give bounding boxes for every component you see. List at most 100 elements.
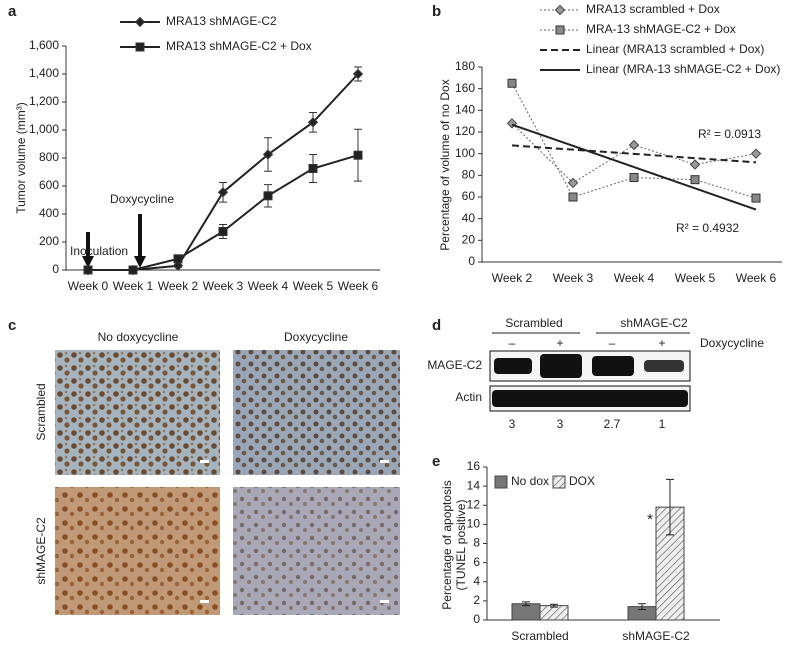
lane-label: + <box>556 336 563 350</box>
y-tick-label: 0 <box>468 254 475 268</box>
y-tick-label: 140 <box>455 103 475 117</box>
legend-label: MRA13 scrambled + Dox <box>586 2 720 16</box>
marker <box>128 265 138 275</box>
marker <box>507 78 517 88</box>
arrows <box>82 214 146 268</box>
panel-letter: a <box>8 3 17 20</box>
marker <box>352 68 364 80</box>
blot <box>489 350 691 412</box>
ratio-label: 3 <box>509 417 516 431</box>
y-tick-label: 0 <box>473 612 480 626</box>
panel-letter: c <box>8 317 16 334</box>
x-tick-label: Week 5 <box>293 279 334 293</box>
x-tick-label: Week 5 <box>675 271 716 285</box>
marker <box>568 192 578 202</box>
marker <box>629 173 639 182</box>
y-tick-label: 2 <box>473 593 480 607</box>
x-tick-label: Week 1 <box>113 279 154 293</box>
y-tick-label: 20 <box>462 233 476 247</box>
y-tick-label: 6 <box>473 555 480 569</box>
panel-letter: e <box>432 453 440 470</box>
y-tick-label: 1,000 <box>29 122 59 136</box>
marker <box>555 25 565 35</box>
micrograph <box>233 487 400 615</box>
y-tick-label: 1,400 <box>29 66 59 80</box>
y-tick-label: 4 <box>473 574 480 588</box>
micrograph <box>233 350 400 475</box>
marker <box>173 254 183 264</box>
x-tick-label: Week 3 <box>203 279 244 293</box>
x-tick-label: Week 3 <box>553 271 594 285</box>
series-line <box>511 144 757 164</box>
x-tick-label: Week 6 <box>338 279 379 293</box>
x-tick-label: Week 6 <box>736 271 777 285</box>
x-tick-label: Week 2 <box>492 271 533 285</box>
x-tick-label: Week 0 <box>68 279 109 293</box>
marker <box>263 191 273 201</box>
marker <box>751 193 761 203</box>
group-label: Scrambled <box>505 316 562 330</box>
legend-swatch <box>552 475 566 489</box>
row-label: shMAGE-C2 <box>34 517 48 585</box>
marker <box>567 177 579 189</box>
y-tick-label: 400 <box>39 206 59 220</box>
marker <box>750 148 762 159</box>
panel-letter: d <box>432 317 441 334</box>
marker <box>689 159 701 170</box>
y-axis-label: Percentage of apoptosis <box>440 480 454 609</box>
y-tick-label: 80 <box>462 168 476 182</box>
marker <box>308 164 318 173</box>
row-label: Scrambled <box>34 383 48 440</box>
scale-bars <box>200 460 389 603</box>
y-tick-label: 12 <box>467 497 481 511</box>
lane-label: + <box>658 336 665 350</box>
y-axis-label: Tumor volume (mm³) <box>14 102 28 214</box>
ratio-label: 1 <box>659 417 666 431</box>
ratio-label: 3 <box>557 417 564 431</box>
lane-label: – <box>509 336 516 350</box>
y-tick-label: 14 <box>467 478 481 492</box>
x-tick-label: Scrambled <box>511 629 568 643</box>
marker <box>353 150 363 160</box>
bar <box>539 605 569 621</box>
y-tick-label: 100 <box>455 146 475 160</box>
annotation: R² = 0.0913 <box>698 127 761 141</box>
panel-letter: b <box>432 3 441 20</box>
micrograph <box>55 350 220 475</box>
marker <box>690 175 700 185</box>
error-bar <box>550 603 558 608</box>
legend-label: DOX <box>569 474 595 488</box>
blot-label: MAGE-C2 <box>427 358 482 372</box>
marker <box>554 4 566 16</box>
y-axis-label: Percentage of volume of no Dox <box>438 79 452 250</box>
x-tick-label: Week 4 <box>614 271 655 285</box>
legend-label: MRA-13 shMAGE-C2 + Dox <box>586 22 736 36</box>
y-tick-label: 60 <box>462 189 476 203</box>
x-tick-label: Week 2 <box>158 279 199 293</box>
micrograph <box>55 487 220 615</box>
column-label: No doxycycline <box>98 330 179 344</box>
x-tick-label: Week 4 <box>248 279 289 293</box>
annotation: R² = 0.4932 <box>676 221 739 235</box>
lane-label: – <box>609 336 616 350</box>
y-axis-label: (TUNEL positive) <box>454 500 468 591</box>
marker <box>135 42 145 52</box>
group-label: shMAGE-C2 <box>620 316 688 330</box>
x-tick-label: shMAGE-C2 <box>622 629 690 643</box>
marker <box>307 117 319 128</box>
legend-label: Linear (MRA-13 shMAGE-C2 + Dox) <box>586 62 780 76</box>
y-tick-label: 8 <box>473 536 480 550</box>
error-bar <box>522 601 530 607</box>
annotation: * <box>647 511 653 528</box>
error-bar <box>666 478 674 536</box>
y-tick-label: 1,200 <box>29 94 59 108</box>
y-tick-label: 160 <box>455 81 475 95</box>
y-tick-label: 16 <box>467 459 481 473</box>
y-tick-label: 0 <box>52 262 59 276</box>
y-tick-label: 10 <box>467 517 481 531</box>
y-tick-label: 200 <box>39 234 59 248</box>
y-tick-label: 1,600 <box>29 38 59 52</box>
blot-label: Actin <box>455 390 482 404</box>
legend-label: MRA13 shMAGE-C2 <box>166 14 277 28</box>
